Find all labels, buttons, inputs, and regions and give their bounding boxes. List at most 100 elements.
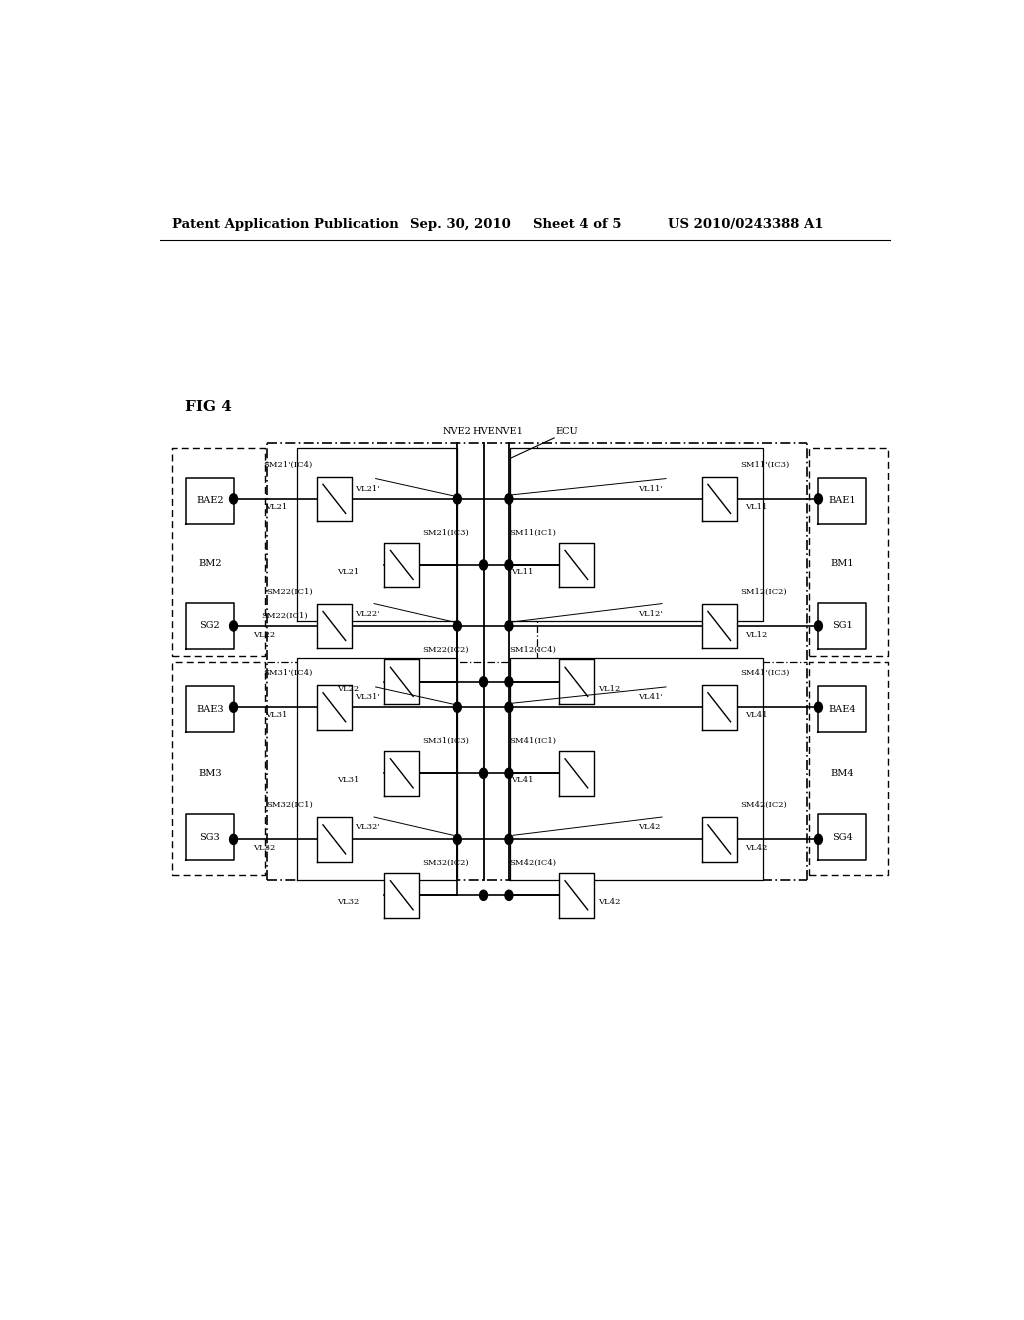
- Polygon shape: [297, 659, 458, 880]
- Text: BM3: BM3: [198, 768, 221, 777]
- Text: SM11'(IC3): SM11'(IC3): [740, 461, 790, 469]
- Polygon shape: [384, 543, 419, 587]
- Polygon shape: [818, 814, 866, 861]
- Text: HVE: HVE: [472, 426, 495, 436]
- Circle shape: [505, 560, 513, 570]
- Text: BAE4: BAE4: [828, 705, 856, 714]
- Text: SM21'(IC4): SM21'(IC4): [263, 461, 313, 469]
- Text: SM31'(IC4): SM31'(IC4): [263, 669, 313, 677]
- Text: SM32(IC2): SM32(IC2): [423, 859, 469, 867]
- Text: Patent Application Publication: Patent Application Publication: [172, 218, 398, 231]
- Circle shape: [814, 620, 822, 631]
- Text: VL11: VL11: [744, 503, 767, 511]
- Text: SM31(IC3): SM31(IC3): [423, 737, 469, 744]
- Text: BAE1: BAE1: [828, 496, 856, 506]
- Circle shape: [505, 768, 513, 779]
- Text: VL22: VL22: [337, 685, 358, 693]
- Text: SG2: SG2: [200, 622, 220, 631]
- Polygon shape: [316, 817, 352, 862]
- Text: SM12(IC4): SM12(IC4): [509, 645, 556, 653]
- Text: VL41: VL41: [511, 776, 534, 784]
- Text: US 2010/0243388 A1: US 2010/0243388 A1: [668, 218, 823, 231]
- Text: VL11: VL11: [511, 568, 534, 576]
- Polygon shape: [701, 817, 736, 862]
- Text: FIG 4: FIG 4: [185, 400, 232, 414]
- Polygon shape: [316, 685, 352, 730]
- Text: SM21(IC3): SM21(IC3): [423, 528, 469, 536]
- Polygon shape: [384, 660, 419, 704]
- Circle shape: [505, 620, 513, 631]
- Text: VL41: VL41: [744, 711, 767, 719]
- Circle shape: [505, 702, 513, 713]
- Circle shape: [229, 834, 238, 845]
- Text: VL22': VL22': [355, 610, 380, 618]
- Polygon shape: [297, 447, 458, 620]
- Text: SM11(IC1): SM11(IC1): [509, 528, 556, 536]
- Circle shape: [454, 834, 461, 845]
- Text: VL31: VL31: [337, 776, 359, 784]
- Circle shape: [454, 494, 461, 504]
- Text: SM32(IC1): SM32(IC1): [266, 801, 313, 809]
- Text: SG4: SG4: [831, 833, 853, 842]
- Text: SG3: SG3: [200, 833, 220, 842]
- Circle shape: [479, 677, 487, 686]
- Polygon shape: [701, 477, 736, 521]
- Text: VL12: VL12: [744, 631, 767, 639]
- Polygon shape: [510, 659, 763, 880]
- Text: VL41': VL41': [638, 693, 664, 701]
- Text: Sheet 4 of 5: Sheet 4 of 5: [532, 218, 622, 231]
- Text: BM4: BM4: [830, 768, 854, 777]
- Text: VL21: VL21: [337, 568, 359, 576]
- Text: NVE1: NVE1: [495, 426, 523, 436]
- Circle shape: [505, 677, 513, 686]
- Polygon shape: [186, 478, 233, 524]
- Text: VL42: VL42: [598, 899, 621, 907]
- Polygon shape: [818, 478, 866, 524]
- Polygon shape: [559, 660, 594, 704]
- Text: VL21': VL21': [355, 484, 380, 492]
- Text: VL11': VL11': [638, 484, 663, 492]
- Polygon shape: [818, 603, 866, 649]
- Polygon shape: [384, 873, 419, 917]
- Text: SM42(IC2): SM42(IC2): [740, 801, 786, 809]
- Circle shape: [229, 702, 238, 713]
- Text: BM2: BM2: [198, 558, 221, 568]
- Text: VL12: VL12: [598, 685, 621, 693]
- Polygon shape: [316, 603, 352, 648]
- Text: VL21: VL21: [265, 503, 288, 511]
- Text: BAE2: BAE2: [196, 496, 223, 506]
- Text: SM22(IC2): SM22(IC2): [423, 645, 469, 653]
- Text: NVE2: NVE2: [443, 426, 472, 436]
- Circle shape: [454, 702, 461, 713]
- Text: VL31': VL31': [355, 693, 380, 701]
- Circle shape: [229, 620, 238, 631]
- Text: BM1: BM1: [830, 558, 854, 568]
- Circle shape: [505, 834, 513, 845]
- Circle shape: [505, 890, 513, 900]
- Text: SM41(IC1): SM41(IC1): [509, 737, 556, 744]
- Text: SG1: SG1: [831, 622, 853, 631]
- Circle shape: [814, 834, 822, 845]
- Text: VL42: VL42: [744, 845, 767, 853]
- Circle shape: [479, 890, 487, 900]
- Circle shape: [505, 494, 513, 504]
- Text: SM22(IC1): SM22(IC1): [266, 587, 313, 595]
- Polygon shape: [316, 477, 352, 521]
- Circle shape: [479, 560, 487, 570]
- Polygon shape: [559, 543, 594, 587]
- Text: SM41'(IC3): SM41'(IC3): [740, 669, 790, 677]
- Polygon shape: [186, 686, 233, 733]
- Text: VL32': VL32': [355, 824, 380, 832]
- Text: SM22(IC1): SM22(IC1): [261, 612, 308, 620]
- Text: BAE3: BAE3: [196, 705, 223, 714]
- Polygon shape: [559, 751, 594, 796]
- Polygon shape: [701, 603, 736, 648]
- Circle shape: [454, 620, 461, 631]
- Text: Sep. 30, 2010: Sep. 30, 2010: [410, 218, 511, 231]
- Circle shape: [814, 494, 822, 504]
- Polygon shape: [186, 814, 233, 861]
- Text: VL42: VL42: [638, 824, 660, 832]
- Text: VL32: VL32: [337, 899, 359, 907]
- Text: VL22: VL22: [253, 631, 275, 639]
- Circle shape: [814, 702, 822, 713]
